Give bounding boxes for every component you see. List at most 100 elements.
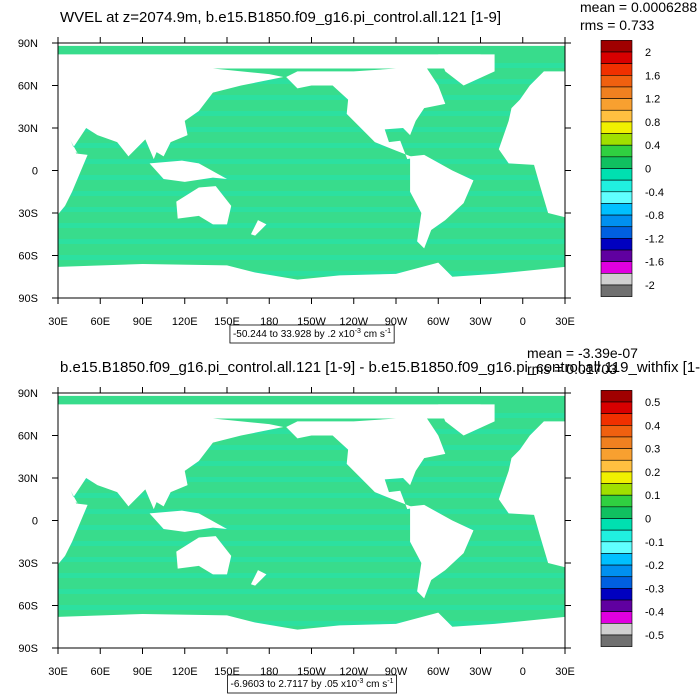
land xyxy=(498,71,565,218)
colorbar-label: -1.2 xyxy=(645,233,664,245)
range-note: -6.9603 to 2.7117 by .05 x10-3 cm s-1 xyxy=(231,678,394,690)
field-band xyxy=(58,461,565,466)
colorbar-box xyxy=(600,168,633,181)
lon-label: 30W xyxy=(469,316,492,328)
field-band xyxy=(58,621,565,626)
land xyxy=(149,160,227,182)
land xyxy=(58,125,88,215)
lon-label: 90E xyxy=(133,666,153,678)
lat-label: 30N xyxy=(18,123,38,135)
colorbar-box xyxy=(600,75,633,88)
lat-label: 90S xyxy=(18,293,38,305)
colorbar-box xyxy=(600,623,633,636)
lat-label: 30N xyxy=(18,473,38,485)
lon-label: 30E xyxy=(48,316,68,328)
colorbar-label: -1.6 xyxy=(645,257,664,269)
lon-label: 30W xyxy=(469,666,492,678)
field-band xyxy=(58,477,565,482)
lon-label: 150W xyxy=(297,666,326,678)
field-band xyxy=(58,605,565,610)
field-band xyxy=(58,111,565,116)
colorbar-label: -0.3 xyxy=(645,583,664,595)
lon-label: 60E xyxy=(90,316,110,328)
land xyxy=(58,43,565,46)
colorbar-box xyxy=(600,98,633,111)
lon-label: 150W xyxy=(297,316,326,328)
colorbar-box xyxy=(600,448,633,461)
panel: b.e15.B1850.f09_g16.pi_control.all.121 [… xyxy=(18,345,700,694)
colorbar-box xyxy=(600,133,633,146)
colorbar-box xyxy=(600,564,633,578)
colorbar-box xyxy=(600,529,633,543)
land xyxy=(410,154,474,249)
lat-label: 0 xyxy=(32,516,38,528)
lon-label: 60W xyxy=(427,666,450,678)
colorbar-label: 0.1 xyxy=(645,490,660,502)
lon-label: 90E xyxy=(133,316,153,328)
note-box xyxy=(229,324,395,344)
field-band xyxy=(58,509,565,514)
lon-label: 30E xyxy=(48,666,68,678)
rms-stat: rms = 0.733 xyxy=(580,17,655,33)
field-band xyxy=(58,127,565,132)
colorbar-box xyxy=(600,261,633,274)
colorbar-box xyxy=(600,494,633,508)
field-band xyxy=(58,271,565,276)
colorbar-label: 0.8 xyxy=(645,117,660,129)
colorbar-box xyxy=(600,576,633,589)
colorbar-box xyxy=(600,249,633,263)
colorbar-box xyxy=(600,121,633,134)
colorbar-label: -0.5 xyxy=(645,630,664,642)
field-band xyxy=(58,589,565,594)
colorbar-box xyxy=(600,483,633,496)
land xyxy=(176,186,232,225)
land xyxy=(58,475,88,565)
field-band xyxy=(58,159,565,164)
lon-label: 120E xyxy=(172,316,198,328)
colorbar-label: -0.4 xyxy=(645,607,664,619)
colorbar-box xyxy=(600,179,633,193)
lon-label: 30E xyxy=(555,316,575,328)
colorbar-label: 0.4 xyxy=(645,140,660,152)
colorbar-box xyxy=(600,634,633,647)
land xyxy=(58,393,565,396)
field-band xyxy=(58,239,565,244)
lon-label: 90W xyxy=(385,316,408,328)
colorbar-box xyxy=(600,518,633,531)
colorbar-label: 1.6 xyxy=(645,70,660,82)
field-band xyxy=(58,493,565,498)
colorbar-box xyxy=(600,203,633,216)
colorbar-box xyxy=(600,401,633,414)
colorbar-box xyxy=(600,191,633,204)
field-band xyxy=(58,445,565,450)
lon-label: 150E xyxy=(214,316,240,328)
colorbar-box xyxy=(600,273,633,286)
land xyxy=(58,411,284,510)
land xyxy=(250,220,267,236)
land xyxy=(498,421,565,568)
superscript: -3 xyxy=(357,678,363,685)
superscript: -3 xyxy=(355,328,361,335)
lon-label: 180 xyxy=(260,316,278,328)
colorbar-box xyxy=(600,599,633,612)
land xyxy=(58,54,481,69)
superscript: -1 xyxy=(387,678,393,685)
lat-label: 30S xyxy=(18,558,38,570)
colorbar-box xyxy=(600,144,633,158)
colorbar-box xyxy=(600,541,633,554)
note-text: -6.9603 to 2.7117 by .05 x10 xyxy=(231,679,358,690)
mean-stat: mean = 0.0006288 xyxy=(580,0,697,15)
land xyxy=(176,536,232,575)
lat-label: 30S xyxy=(18,208,38,220)
field-band xyxy=(58,557,565,562)
lon-label: 30E xyxy=(555,666,575,678)
lat-label: 60S xyxy=(18,601,38,613)
field-band xyxy=(58,223,565,228)
field-band xyxy=(58,573,565,578)
range-note: -50.244 to 33.928 by .2 x10-3 cm s-1 xyxy=(233,328,391,340)
colorbar-label: 0.5 xyxy=(645,397,660,409)
superscript: -1 xyxy=(385,328,391,335)
field-band xyxy=(58,525,565,530)
colorbar-box xyxy=(600,424,633,438)
colorbar-box xyxy=(600,553,633,566)
